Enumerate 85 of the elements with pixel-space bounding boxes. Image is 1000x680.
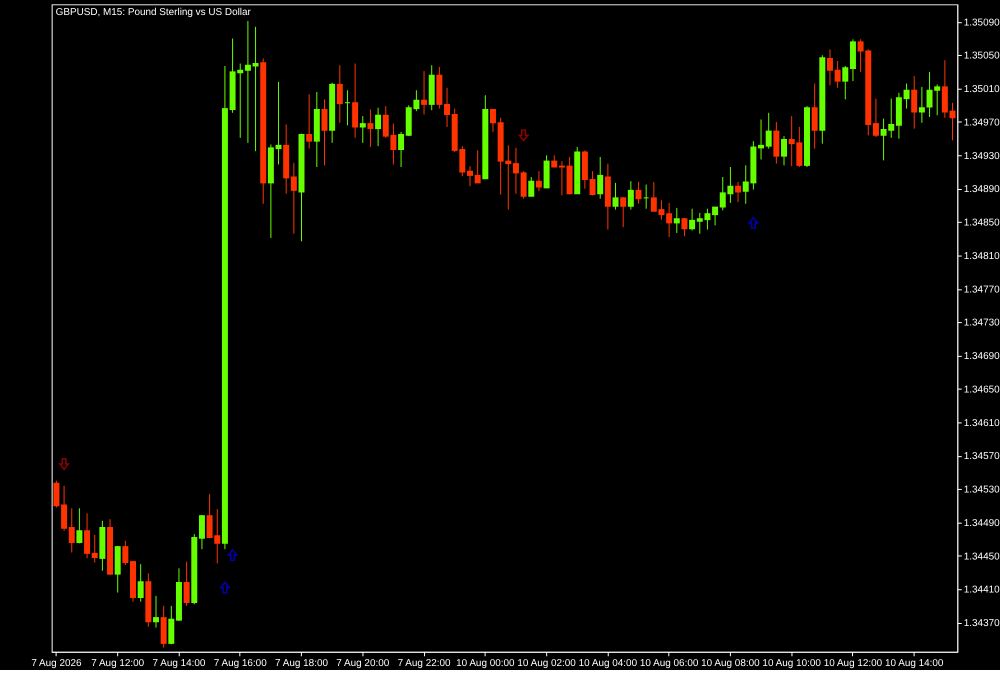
candlestick [290, 162, 297, 234]
candlestick [344, 90, 350, 126]
x-tick-label: 7 Aug 12:00 [91, 658, 145, 670]
candlestick [643, 184, 650, 210]
y-tick-label: 1.34810 [964, 250, 1000, 262]
y-tick-label: 1.34850 [964, 218, 1000, 229]
y-tick-label: 1.34410 [964, 584, 1000, 596]
candlestick [720, 176, 726, 211]
candlestick [206, 494, 213, 539]
candlestick [858, 38, 864, 72]
candlestick [911, 76, 918, 130]
y-tick-label: 1.34930 [964, 150, 1000, 162]
candlestick [597, 156, 604, 200]
y-tick-label: 1.34610 [964, 418, 1000, 429]
y-tick-label: 1.35050 [964, 50, 1000, 62]
candlestick [76, 508, 82, 544]
candlestick [153, 595, 159, 628]
y-tick-label: 1.35010 [964, 84, 1000, 96]
x-tick-label: 10 Aug 02:00 [517, 658, 576, 670]
x-tick-label: 10 Aug 10:00 [762, 658, 822, 670]
y-tick-label: 1.34890 [964, 184, 1000, 196]
candlestick [628, 180, 634, 210]
x-tick-label: 10 Aug 14:00 [884, 658, 944, 670]
point [228, 549, 238, 561]
candlestick [536, 170, 542, 192]
candlestick [636, 182, 642, 204]
candlestick [321, 98, 328, 166]
candlestick [888, 98, 894, 138]
y-tick-label: 1.34530 [964, 484, 1000, 496]
candlestick [735, 182, 742, 203]
y-tick-label: 1.34690 [964, 351, 1000, 362]
y-tick-label: 1.34570 [964, 451, 1000, 462]
x-tick-label: 10 Aug 04:00 [578, 658, 638, 670]
x-tick-label: 7 Aug 20:00 [336, 658, 390, 670]
y-tick-label: 1.34450 [964, 551, 1000, 562]
x-tick-label: 7 Aug 18:00 [275, 658, 328, 670]
candlestick [306, 94, 312, 150]
y-tick-label: 1.34490 [964, 518, 1000, 529]
x-tick-label: 10 Aug 08:00 [701, 658, 760, 670]
y-tick-label: 1.34730 [964, 318, 1000, 329]
candlestick [390, 123, 396, 166]
x-tick-label: 7 Aug 22:00 [398, 658, 452, 670]
candlestick [918, 86, 925, 124]
candlestick [214, 508, 220, 564]
chart-title: GBPUSD, M15: Pound Sterling vs US Dollar [56, 7, 252, 18]
candlestick [375, 107, 382, 147]
point [748, 216, 758, 229]
candlestick [880, 118, 887, 161]
candlestick [360, 116, 366, 144]
y-tick-label: 1.34370 [964, 618, 1000, 630]
y-tick-label: 1.34650 [964, 384, 1000, 396]
point [59, 458, 69, 470]
candlestick [237, 63, 244, 138]
x-tick-label: 7 Aug 2026 [31, 658, 82, 670]
candlestick [184, 561, 190, 606]
candlestick [336, 64, 343, 124]
candlestick [528, 176, 534, 197]
candlestick [781, 136, 788, 166]
candlestick [620, 196, 626, 228]
point [518, 129, 529, 142]
x-tick-label: 10 Aug 12:00 [824, 658, 883, 670]
candlestick [421, 70, 428, 115]
candlestick [727, 166, 734, 204]
y-tick-label: 1.34770 [964, 284, 1000, 296]
candlestick [367, 108, 374, 148]
candlestick [612, 182, 619, 210]
candlestick [138, 564, 144, 602]
x-tick-label: 10 Aug 06:00 [640, 658, 699, 670]
x-tick-label: 10 Aug 00:00 [456, 658, 516, 670]
candlestick [788, 116, 795, 167]
candlestick [681, 217, 688, 237]
y-tick-label: 1.35090 [964, 17, 1000, 28]
y-tick-label: 1.34970 [964, 117, 1000, 128]
candlestick [689, 208, 696, 231]
candlestick [674, 207, 680, 234]
candlestick [812, 83, 818, 150]
candlestick [68, 508, 75, 553]
point [220, 582, 230, 594]
x-tick-label: 7 Aug 14:00 [152, 658, 206, 670]
candlestick [796, 126, 802, 168]
candlestick [742, 164, 749, 204]
x-tick-label: 7 Aug 16:00 [214, 658, 268, 670]
candlestick [551, 154, 558, 168]
candlestick [413, 90, 420, 112]
candlestick [382, 106, 389, 138]
